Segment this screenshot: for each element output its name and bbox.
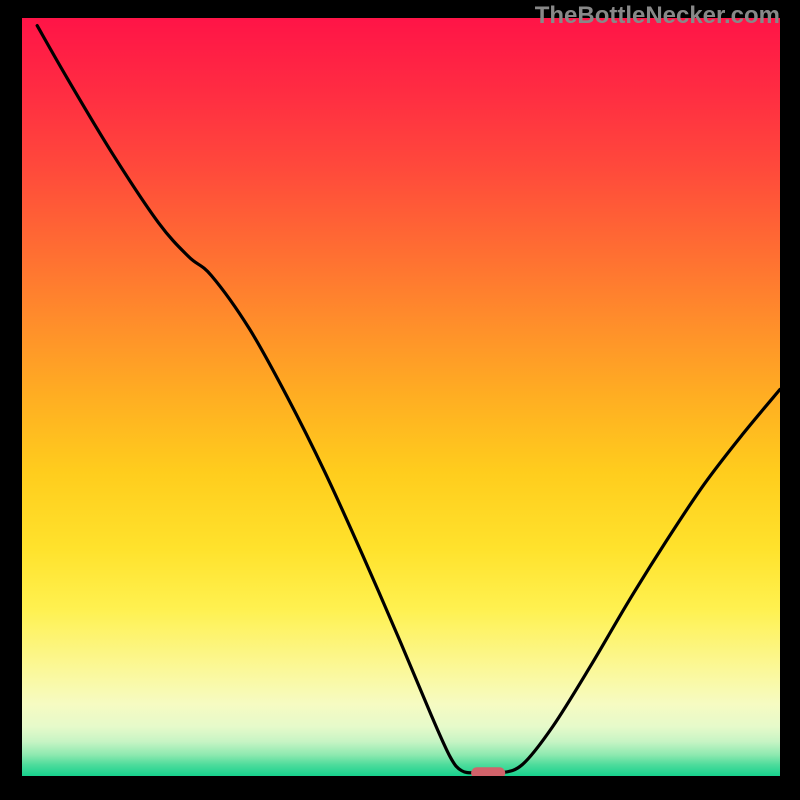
bottleneck-curve	[22, 18, 780, 776]
plot-area	[22, 18, 780, 776]
chart-canvas: TheBottleNecker.com	[0, 0, 800, 800]
minimum-marker	[471, 767, 505, 776]
watermark-label: TheBottleNecker.com	[535, 2, 780, 30]
